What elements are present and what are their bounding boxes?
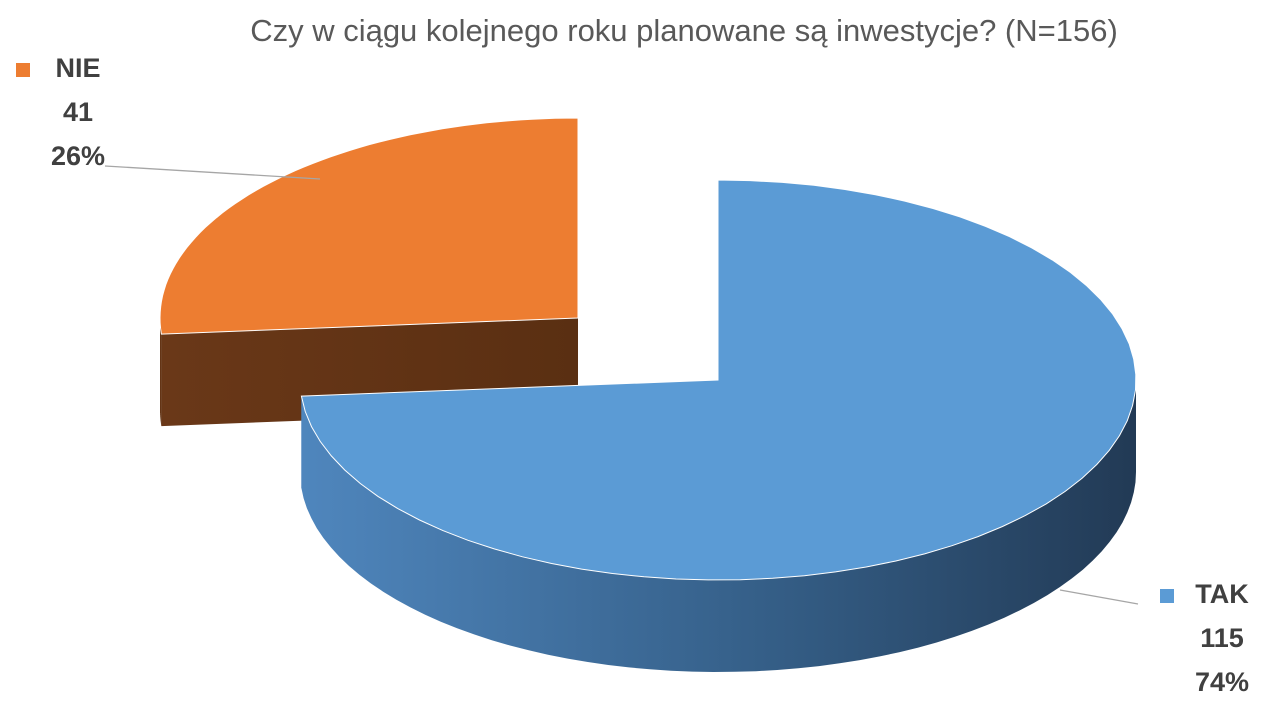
slice (159, 117, 579, 335)
slice-side (160, 318, 162, 427)
category-label: TAK (1195, 579, 1249, 609)
leader-line (104, 165, 321, 180)
legend-swatch (16, 63, 30, 77)
leader-line (1059, 589, 1139, 605)
slice (300, 179, 1137, 581)
value-label: 115 (1200, 623, 1244, 653)
percent-label: 74% (1195, 667, 1249, 697)
legend-swatch (1160, 589, 1174, 603)
chart-title: Czy w ciągu kolejnego roku planowane są … (250, 13, 1118, 48)
value-label: 41 (63, 97, 93, 127)
category-label: NIE (55, 53, 100, 83)
percent-label: 26% (51, 141, 105, 171)
slice-side (301, 380, 1136, 672)
